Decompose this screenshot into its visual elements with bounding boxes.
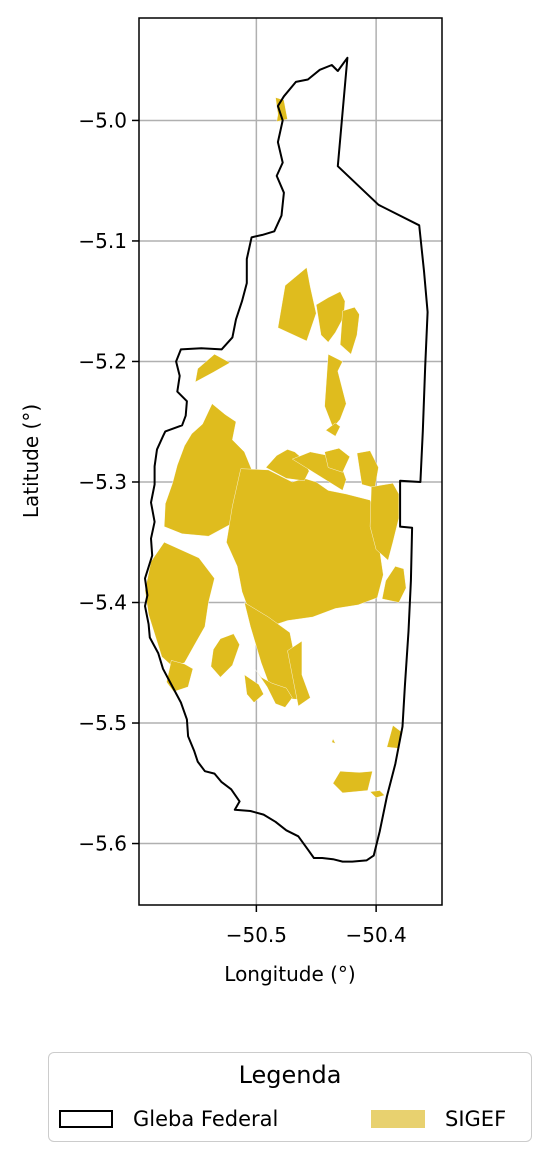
sigef-parcel — [226, 468, 384, 627]
sigef-parcel — [369, 790, 385, 798]
grid-layer — [139, 18, 442, 905]
legend-title: Legenda — [238, 1061, 342, 1089]
sigef-parcel — [253, 667, 293, 708]
gleba-federal-boundary — [144, 56, 429, 863]
y-tick-label: −5.3 — [78, 470, 127, 494]
sigef-parcel — [356, 450, 379, 489]
sigef-parcel — [340, 307, 360, 355]
y-tick-label: −5.0 — [78, 108, 127, 132]
tick-layer: −50.5 −50.4 −5.0 −5.1 −5.2 −5.3 −5.4 −5.5 −5.6 — [78, 108, 406, 947]
y-tick-label: −5.2 — [78, 349, 127, 373]
sigef-parcel — [331, 738, 336, 744]
sigef-parcel — [324, 354, 347, 428]
sigef-parcel — [332, 771, 373, 794]
sigef-parcel — [195, 354, 231, 383]
sigef-parcel — [369, 483, 400, 561]
legend: Legenda Gleba Federal SIGEF — [48, 1052, 532, 1142]
sigef-parcel — [244, 674, 264, 703]
sigef-parcel — [210, 633, 240, 678]
x-axis-label: Longitude (°) — [224, 962, 355, 986]
legend-label-sigef: SIGEF — [445, 1107, 507, 1131]
sigef-parcel — [325, 422, 341, 437]
sigef-parcel — [166, 660, 194, 692]
gleba-layer — [144, 56, 429, 863]
sigef-parcel — [324, 448, 350, 473]
legend-item-gleba-federal: Gleba Federal — [59, 1107, 278, 1131]
y-axis-label: Latitude (°) — [19, 404, 43, 518]
map-figure: −50.5 −50.4 −5.0 −5.1 −5.2 −5.3 −5.4 −5.5 −5.6 L… — [19, 17, 443, 986]
plot-frame — [138, 17, 443, 906]
y-tick-label: −5.6 — [78, 832, 127, 856]
sigef-parcel — [381, 566, 407, 603]
x-tick-label: −50.5 — [226, 923, 287, 947]
x-tick-label: −50.4 — [345, 923, 406, 947]
sigef-parcel — [277, 267, 317, 342]
legend-swatch-sigef — [371, 1110, 425, 1128]
y-tick-label: −5.5 — [78, 711, 127, 735]
y-tick-label: −5.1 — [78, 229, 127, 253]
legend-item-sigef: SIGEF — [371, 1107, 506, 1131]
y-tick-label: −5.4 — [78, 591, 127, 615]
legend-swatch-gleba-federal — [59, 1110, 113, 1128]
legend-label-gleba-federal: Gleba Federal — [133, 1107, 279, 1131]
sigef-parcel — [287, 640, 311, 707]
